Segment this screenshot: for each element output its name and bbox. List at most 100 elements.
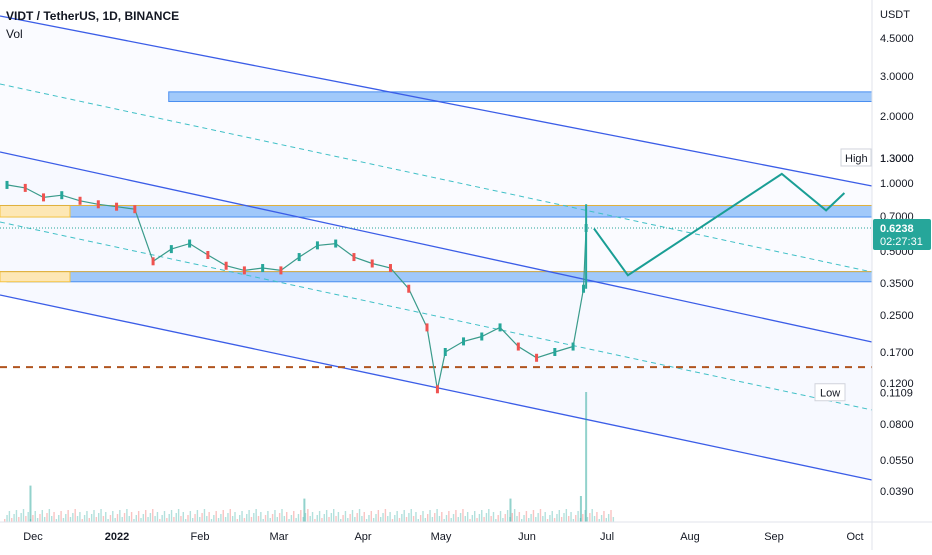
volume-bar xyxy=(521,519,523,522)
volume-bar xyxy=(485,513,488,522)
high-value: 1.3000 xyxy=(880,153,914,165)
volume-bar xyxy=(257,516,260,522)
volume-bar xyxy=(300,510,302,522)
volume-bar xyxy=(436,509,438,522)
volume-bar xyxy=(412,516,415,522)
candle xyxy=(60,191,64,200)
volume-bar xyxy=(255,509,257,522)
volume-bar xyxy=(405,517,408,522)
volume-bar xyxy=(208,512,210,522)
volume-bar xyxy=(389,512,391,522)
volume-bar xyxy=(253,513,255,522)
candle xyxy=(553,348,557,356)
volume-bar xyxy=(29,519,32,522)
volume-bar xyxy=(314,519,316,522)
volume-bar xyxy=(438,516,441,522)
volume-bar xyxy=(203,509,206,522)
volume-bar xyxy=(140,518,142,522)
volume-bar xyxy=(112,511,114,522)
volume-bar xyxy=(72,513,74,522)
chart-header: VIDT / TetherUS, 1D, BINANCE Vol xyxy=(6,9,179,42)
volume-bar xyxy=(394,515,396,522)
volume-bar xyxy=(518,512,521,522)
candle xyxy=(23,183,27,192)
low-value: 0.1109 xyxy=(880,388,913,400)
volume-bar xyxy=(67,510,69,522)
volume-bar xyxy=(196,510,199,522)
volume-bar xyxy=(497,515,499,522)
volume-bar xyxy=(584,510,586,522)
volume-bar xyxy=(260,512,262,522)
volume-bar xyxy=(116,514,119,522)
volume-bar xyxy=(495,519,497,522)
volume-bar xyxy=(55,519,58,522)
volume-bar xyxy=(236,519,239,522)
time-tick-label: Aug xyxy=(680,531,700,543)
candle xyxy=(188,239,192,248)
volume-bar xyxy=(403,510,405,522)
volume-bar xyxy=(159,519,161,522)
candle xyxy=(315,241,319,250)
candle xyxy=(571,342,575,351)
volume-bar xyxy=(591,509,593,522)
price-tick-label: 3.0000 xyxy=(880,71,914,83)
volume-bar xyxy=(429,510,431,522)
volume-bar xyxy=(83,515,86,522)
volume-bar xyxy=(365,519,368,522)
volume-bar xyxy=(114,518,116,522)
volume-bar xyxy=(46,513,48,522)
volume-bar xyxy=(450,518,452,522)
volume-bar xyxy=(361,516,363,522)
volume-bar xyxy=(189,511,192,522)
volume-bar xyxy=(530,514,532,522)
candle xyxy=(370,259,374,268)
volume-bar xyxy=(262,519,264,522)
volume-bar xyxy=(95,517,98,522)
candle xyxy=(261,264,265,273)
volume-bar xyxy=(441,512,443,522)
volume-bar xyxy=(39,514,41,522)
price-axis-currency: USDT xyxy=(880,9,910,21)
highlight-zone xyxy=(0,204,71,218)
volume-bar xyxy=(8,511,11,522)
volume-bar xyxy=(217,518,220,522)
volume-bar xyxy=(391,519,394,522)
volume-bar xyxy=(535,517,537,522)
volume-bar xyxy=(502,518,504,522)
candle xyxy=(407,284,411,293)
volume-bar xyxy=(149,513,152,522)
volume-bar xyxy=(558,510,560,522)
volume-bar xyxy=(177,509,180,522)
candle xyxy=(96,200,100,209)
time-tick-label: May xyxy=(431,531,452,543)
time-tick-label: Feb xyxy=(191,531,210,543)
price-tick-label: 0.3500 xyxy=(880,278,914,290)
volume-bar xyxy=(74,509,76,522)
volume-bar xyxy=(586,517,589,522)
volume-bar xyxy=(568,516,570,522)
volume-bar xyxy=(445,515,448,522)
volume-bar xyxy=(41,510,43,522)
volume-bar xyxy=(267,511,269,522)
volume-bar xyxy=(553,518,556,522)
price-tick-label: 0.1700 xyxy=(880,347,914,359)
volume-bar xyxy=(335,516,337,522)
volume-bar xyxy=(48,509,51,522)
volume-bar xyxy=(43,517,46,522)
candle xyxy=(5,180,9,189)
volume-bar xyxy=(575,515,577,522)
volume-bar xyxy=(372,518,375,522)
volume-bar xyxy=(525,511,528,522)
volume-bar xyxy=(471,515,474,522)
price-tick-label: 1.3000 xyxy=(880,153,914,165)
plot-background xyxy=(0,0,872,522)
volume-bar xyxy=(128,516,130,522)
candle xyxy=(224,261,228,270)
volume-bar xyxy=(264,515,267,522)
volume-bar xyxy=(570,512,572,522)
volume-bar xyxy=(15,510,18,522)
volume-bar xyxy=(549,515,551,522)
volume-bar xyxy=(600,515,603,522)
